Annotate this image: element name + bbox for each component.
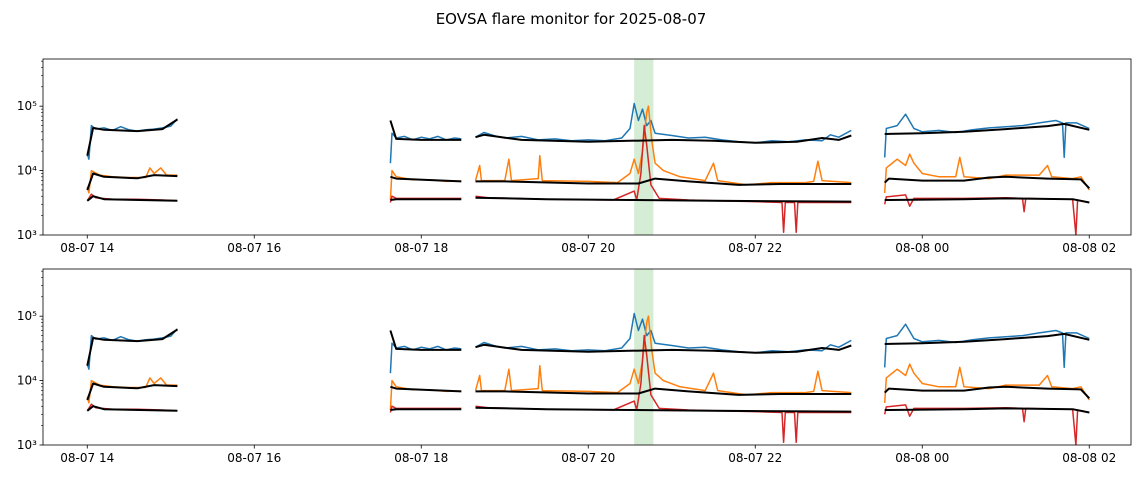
x-tick-label: 08-07 18 (394, 241, 448, 255)
series-line-smooth-high-2 (475, 133, 852, 144)
series-group (86, 102, 1091, 235)
axes-frame (42, 58, 1132, 236)
series-line-smooth-high-1 (389, 330, 462, 351)
top-panel: 08-07 14 08-07 16 08-07 18 08-07 20 08-07 22… (17, 58, 1132, 255)
x-tick-label: 08-07 14 (60, 451, 114, 465)
series-line-band-high-0 (86, 328, 178, 370)
x-tick-label: 08-08 00 (895, 241, 949, 255)
series-line-smooth-high-3 (884, 332, 1090, 345)
axes-frame (42, 268, 1132, 446)
y-tick-label: 10³ (17, 228, 37, 242)
x-tick-label: 08-08 02 (1062, 241, 1116, 255)
x-tick-label: 08-07 22 (728, 241, 782, 255)
series-line-band-mid-1 (389, 169, 462, 201)
bottom-panel: 08-07 14 08-07 16 08-07 18 08-07 20 08-07 22… (17, 268, 1132, 465)
series-line-band-mid-2 (474, 315, 852, 396)
flare-interval-span (634, 59, 654, 235)
series-line-smooth-mid-0 (86, 382, 178, 401)
x-tick-label: 08-07 18 (394, 451, 448, 465)
series-line-band-low-3 (883, 194, 1090, 235)
series-line-smooth-high-0 (86, 328, 178, 366)
x-tick-label: 08-08 00 (895, 451, 949, 465)
series-line-smooth-low-3 (884, 197, 1090, 204)
x-tick-label: 08-07 16 (227, 451, 281, 465)
series-line-smooth-low-0 (86, 195, 178, 202)
series-line-band-low-2 (475, 124, 852, 234)
series-line-smooth-mid-1 (390, 385, 462, 393)
y-tick-label: 10⁴ (17, 374, 37, 388)
series-line-band-mid-2 (474, 105, 852, 186)
series-line-smooth-low-1 (390, 198, 462, 201)
series-line-band-high-3 (883, 323, 1090, 369)
x-tick-label: 08-07 20 (561, 241, 615, 255)
x-tick-label: 08-07 14 (60, 241, 114, 255)
series-group (86, 312, 1091, 445)
y-tick-label: 10⁴ (17, 164, 37, 178)
series-line-smooth-low-2 (475, 196, 852, 203)
series-line-band-low-3 (883, 404, 1090, 445)
series-line-band-high-1 (389, 132, 462, 164)
series-line-smooth-mid-3 (884, 175, 1091, 189)
series-line-smooth-mid-1 (390, 175, 462, 183)
series-line-smooth-high-1 (389, 120, 462, 141)
series-line-band-mid-3 (883, 363, 1090, 403)
x-tick-label: 08-08 02 (1062, 451, 1116, 465)
chart-title: EOVSA flare monitor for 2025-08-07 (436, 10, 707, 28)
series-line-smooth-high-3 (884, 122, 1090, 135)
series-line-smooth-low-2 (475, 406, 852, 413)
y-tick-label: 10⁵ (17, 309, 37, 323)
series-line-smooth-low-3 (884, 407, 1090, 414)
series-line-smooth-mid-2 (475, 387, 852, 396)
series-line-smooth-high-2 (475, 343, 852, 354)
series-line-smooth-low-1 (390, 408, 462, 411)
series-line-band-high-2 (475, 102, 852, 144)
x-tick-label: 08-07 16 (227, 241, 281, 255)
series-line-band-mid-3 (883, 153, 1090, 193)
x-tick-label: 08-07 20 (561, 451, 615, 465)
series-line-band-high-1 (389, 342, 462, 374)
series-line-smooth-high-0 (86, 118, 178, 156)
series-line-band-low-2 (475, 334, 852, 444)
series-line-band-mid-0 (86, 167, 178, 194)
series-line-band-mid-1 (389, 379, 462, 411)
series-line-smooth-mid-3 (884, 385, 1091, 399)
series-line-band-high-2 (475, 312, 852, 354)
series-line-smooth-mid-0 (86, 172, 178, 191)
series-line-smooth-mid-2 (475, 177, 852, 186)
series-line-band-high-0 (86, 118, 178, 160)
series-line-band-high-3 (883, 113, 1090, 159)
y-tick-label: 10³ (17, 438, 37, 452)
x-tick-label: 08-07 22 (728, 451, 782, 465)
y-tick-label: 10⁵ (17, 99, 37, 113)
flare-interval-span (634, 269, 654, 445)
series-line-smooth-low-0 (86, 405, 178, 412)
series-line-band-mid-0 (86, 377, 178, 404)
